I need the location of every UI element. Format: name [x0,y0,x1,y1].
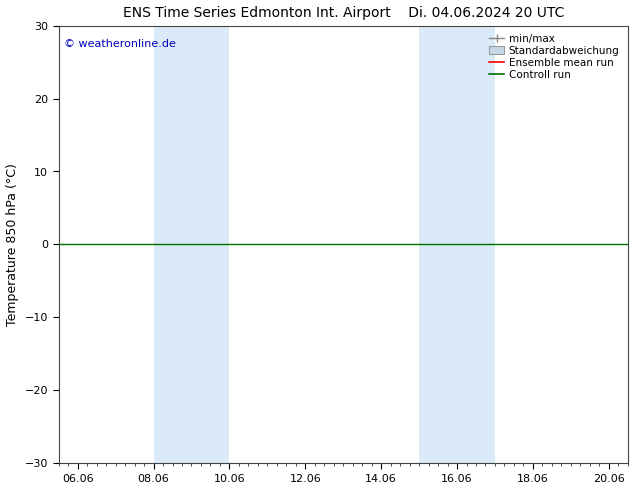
Legend: min/max, Standardabweichung, Ensemble mean run, Controll run: min/max, Standardabweichung, Ensemble me… [486,31,623,83]
Bar [419,25,495,464]
Bar [153,25,230,464]
Title: ENS Time Series Edmonton Int. Airport    Di. 04.06.2024 20 UTC: ENS Time Series Edmonton Int. Airport Di… [122,6,564,20]
Y-axis label: Temperature 850 hPa (°C): Temperature 850 hPa (°C) [6,163,19,326]
Text: © weatheronline.de: © weatheronline.de [65,39,176,49]
